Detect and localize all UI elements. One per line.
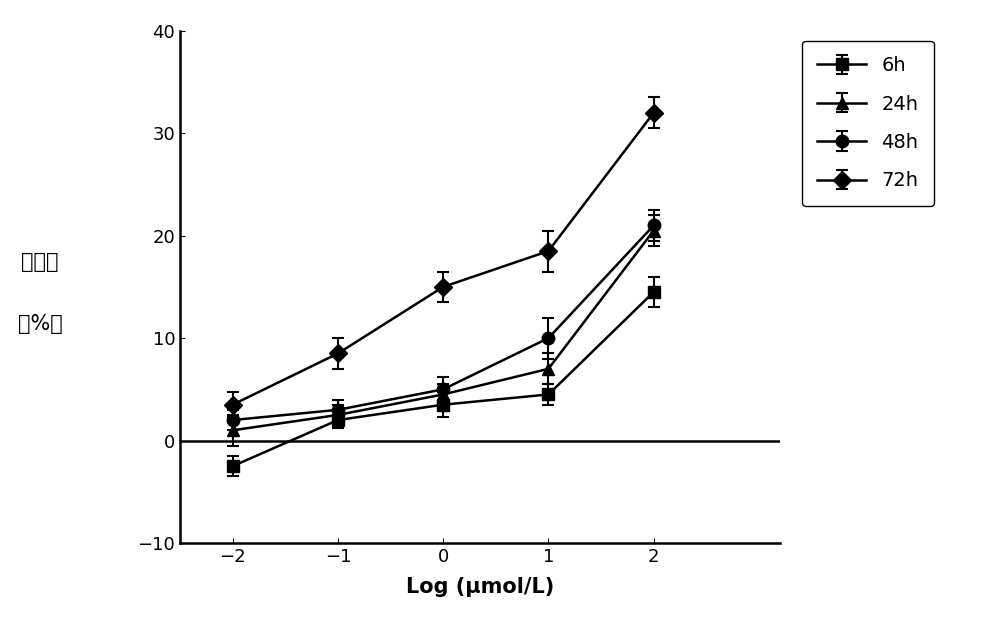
Text: 抑制率: 抑制率 [21,252,59,272]
X-axis label: Log (μmol/L): Log (μmol/L) [406,577,554,597]
Legend: 6h, 24h, 48h, 72h: 6h, 24h, 48h, 72h [802,41,934,206]
Text: （%）: （%） [18,314,62,334]
